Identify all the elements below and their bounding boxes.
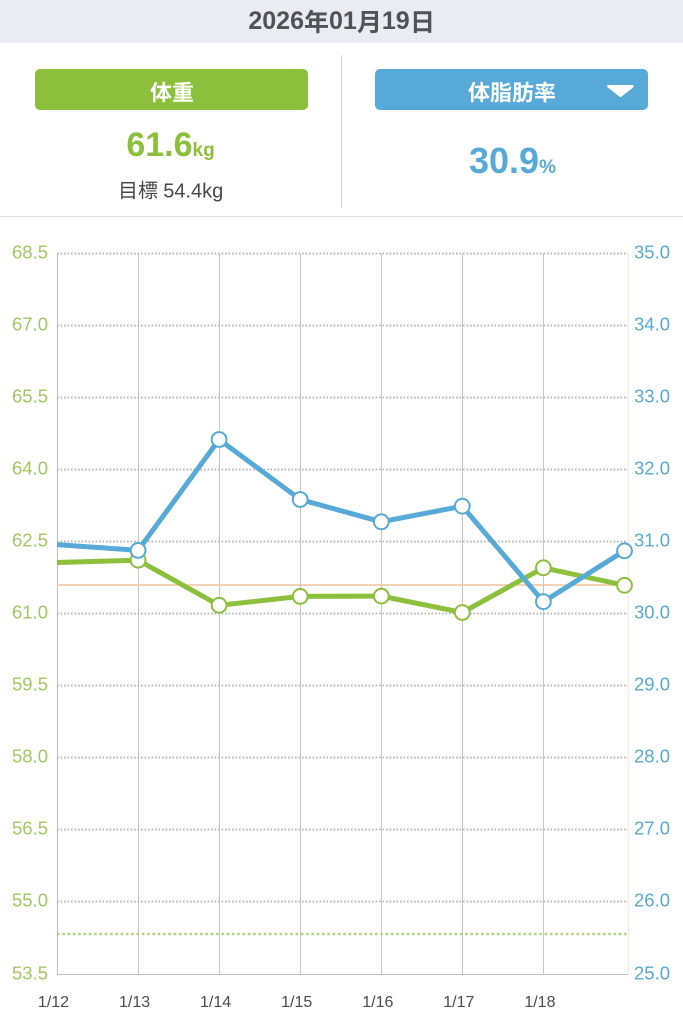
svg-text:55.0: 55.0 bbox=[12, 890, 48, 911]
svg-text:1/12: 1/12 bbox=[38, 994, 69, 1011]
svg-text:64.0: 64.0 bbox=[12, 458, 48, 479]
svg-text:61.0: 61.0 bbox=[12, 602, 48, 623]
svg-text:67.0: 67.0 bbox=[12, 314, 48, 335]
svg-text:1/16: 1/16 bbox=[362, 994, 393, 1011]
svg-text:25.0: 25.0 bbox=[634, 963, 670, 984]
svg-text:1/17: 1/17 bbox=[443, 994, 474, 1011]
svg-text:56.5: 56.5 bbox=[12, 818, 48, 839]
svg-text:34.0: 34.0 bbox=[634, 314, 670, 335]
svg-text:1/13: 1/13 bbox=[119, 994, 150, 1011]
svg-text:1/15: 1/15 bbox=[281, 994, 312, 1011]
svg-text:53.5: 53.5 bbox=[12, 963, 48, 984]
svg-text:28.0: 28.0 bbox=[634, 746, 670, 767]
svg-text:30.0: 30.0 bbox=[634, 602, 670, 623]
svg-text:1/18: 1/18 bbox=[524, 994, 555, 1011]
svg-text:29.0: 29.0 bbox=[634, 674, 670, 695]
svg-text:33.0: 33.0 bbox=[634, 386, 670, 407]
svg-text:26.0: 26.0 bbox=[634, 890, 670, 911]
svg-text:32.0: 32.0 bbox=[634, 458, 670, 479]
svg-text:68.5: 68.5 bbox=[12, 242, 48, 263]
svg-text:31.0: 31.0 bbox=[634, 530, 670, 551]
svg-text:65.5: 65.5 bbox=[12, 386, 48, 407]
svg-text:35.0: 35.0 bbox=[634, 242, 670, 263]
svg-text:27.0: 27.0 bbox=[634, 818, 670, 839]
svg-text:1/14: 1/14 bbox=[200, 994, 231, 1011]
svg-text:59.5: 59.5 bbox=[12, 674, 48, 695]
svg-text:58.0: 58.0 bbox=[12, 746, 48, 767]
svg-text:62.5: 62.5 bbox=[12, 530, 48, 551]
